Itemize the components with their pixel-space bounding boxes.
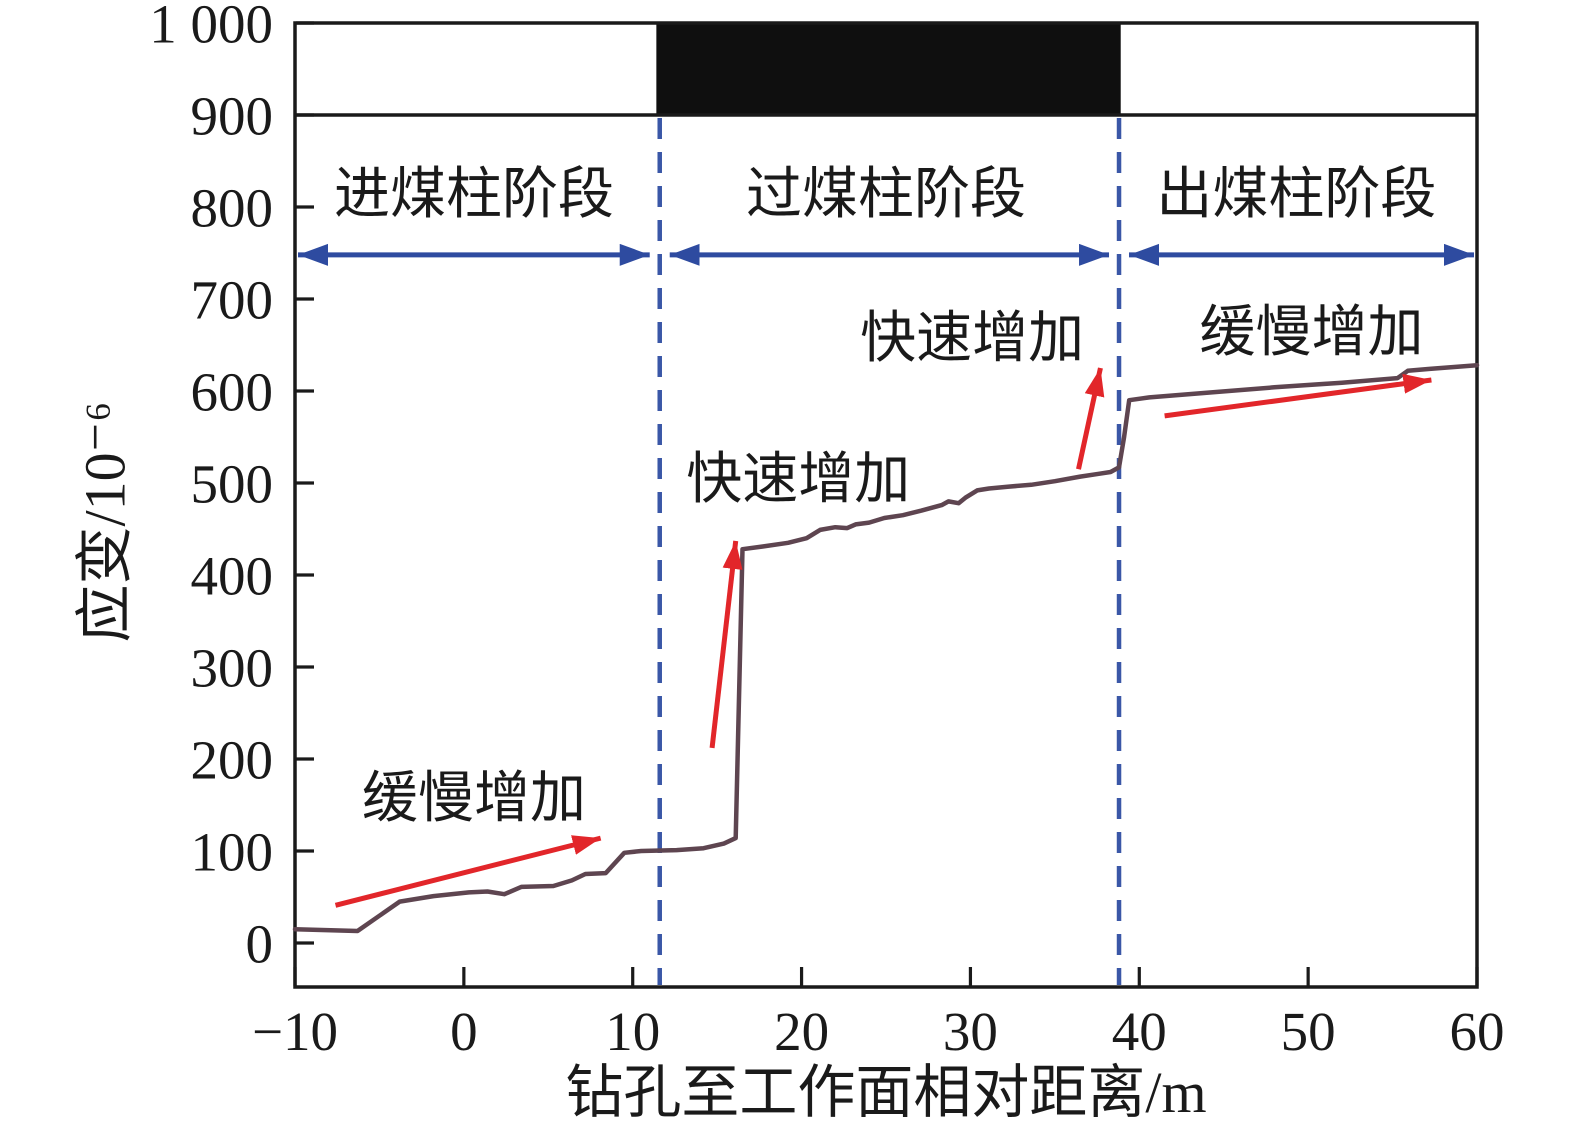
x-tick-label: 0 xyxy=(450,1001,478,1062)
x-tick-label: −10 xyxy=(252,1001,338,1062)
annotation-label: 缓慢增加 xyxy=(362,768,586,830)
y-tick-label: 100 xyxy=(191,821,274,882)
trend-arrow xyxy=(334,835,602,908)
x-tick-label: 60 xyxy=(1450,1001,1505,1062)
y-tick-label: 0 xyxy=(246,913,274,974)
strain-curve xyxy=(292,362,1480,934)
coal-pillar-bar xyxy=(656,24,1121,115)
x-tick-label: 30 xyxy=(943,1001,998,1062)
x-tick-label: 20 xyxy=(774,1001,829,1062)
y-tick-label: 500 xyxy=(191,453,274,514)
plot-border xyxy=(293,21,1479,989)
trend-arrow xyxy=(1076,367,1105,470)
x-axis-title: 钻孔至工作面相对距离/m xyxy=(565,1060,1206,1125)
x-tick-label: 10 xyxy=(605,1001,660,1062)
annotation-label: 快速增加 xyxy=(860,308,1084,370)
y-tick-label: 400 xyxy=(191,545,274,606)
y-tick-label: 700 xyxy=(191,269,274,330)
annotation-label: 快速增加 xyxy=(686,449,910,511)
trend-arrow xyxy=(1164,373,1432,419)
x-tick-label: 50 xyxy=(1281,1001,1336,1062)
annotation-label: 缓慢增加 xyxy=(1200,302,1424,364)
y-tick-label: 800 xyxy=(191,177,274,238)
y-tick-label: 200 xyxy=(191,729,274,790)
stage-label: 进煤柱阶段 xyxy=(334,164,614,226)
y-tick-label: 300 xyxy=(191,637,274,698)
y-axis-title: 应变/10⁻⁶ xyxy=(72,402,137,643)
y-tick-label: 600 xyxy=(191,361,274,422)
stage-label: 出煤柱阶段 xyxy=(1156,164,1436,226)
x-tick-label: 40 xyxy=(1112,1001,1167,1062)
stage-label: 过煤柱阶段 xyxy=(746,164,1026,226)
y-tick-label: 900 xyxy=(191,85,274,146)
y-tick-label: 1 000 xyxy=(149,0,273,54)
trend-arrow xyxy=(709,540,743,749)
